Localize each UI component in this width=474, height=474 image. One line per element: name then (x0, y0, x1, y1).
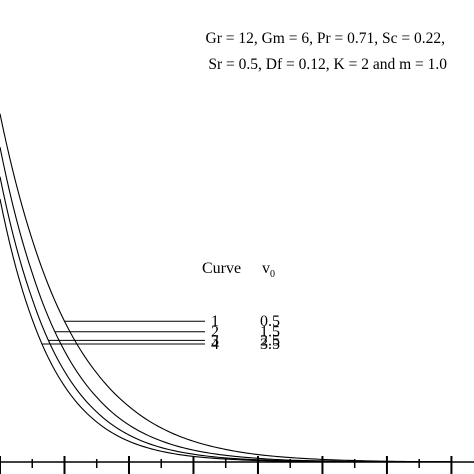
legend-header-curve: Curve (202, 260, 241, 277)
legend-pointers (41, 320, 205, 345)
legend-curve-number: 3 (211, 332, 219, 349)
legend-header-v0: v0 (262, 260, 275, 280)
legend-v0-value: 3.5 (260, 336, 280, 353)
curve-1 (0, 113, 452, 463)
legend-rows: 1 0.5 2 1.5 3 2.5 4 3.5 (211, 313, 280, 353)
curve-2 (0, 147, 452, 463)
x-axis (0, 456, 474, 474)
parameters-line-2: Sr = 0.5, Df = 0.12, K = 2 and m = 1.0 (208, 56, 447, 73)
legend-header-v-subscript: 0 (270, 269, 275, 280)
parameters-line-1: Gr = 12, Gm = 6, Pr = 0.71, Sc = 0.22, (206, 30, 445, 47)
legend-curve-number: 2 (211, 324, 219, 341)
curve-4 (0, 198, 452, 463)
curve-3 (0, 176, 452, 463)
curves-layer (0, 113, 452, 463)
legend-v0-value: 1.5 (260, 324, 280, 341)
legend-header-v: v (262, 260, 270, 277)
legend-curve-number: 4 (211, 336, 219, 353)
legend-v0-value: 0.5 (260, 313, 280, 330)
legend-v0-value: 2.5 (260, 332, 280, 349)
legend-curve-number: 1 (211, 313, 219, 330)
